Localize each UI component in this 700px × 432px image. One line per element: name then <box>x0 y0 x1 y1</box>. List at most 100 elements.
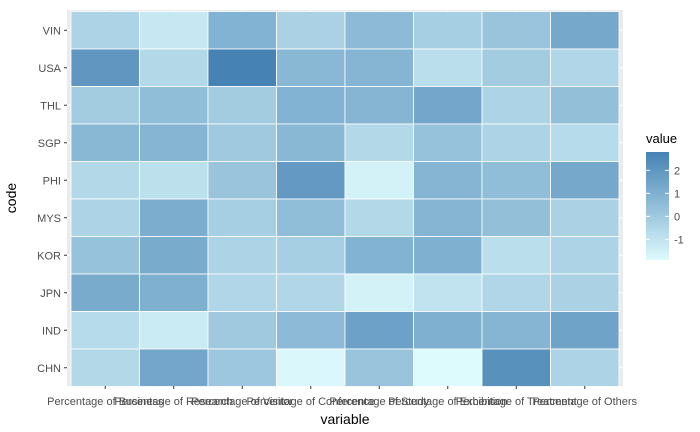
heatmap-tile <box>70 48 140 87</box>
heatmap-tile <box>344 236 414 275</box>
heatmap-tile <box>276 236 346 275</box>
heatmap-tile <box>276 348 346 387</box>
heatmap-tiles <box>70 11 620 387</box>
heatmap-tile <box>481 236 551 275</box>
heatmap-tile <box>276 48 346 87</box>
heatmap-tile <box>207 236 277 275</box>
heatmap-tile <box>207 123 277 162</box>
x-tick-label: Percentage of Exhibition <box>388 396 507 408</box>
heatmap-tile <box>550 11 620 50</box>
heatmap-tile <box>139 11 209 50</box>
heatmap-tile <box>139 311 209 350</box>
x-tick-label: Percentage of Study <box>329 396 429 408</box>
heatmap-tile <box>207 48 277 87</box>
y-tick-label: VIN <box>43 25 61 37</box>
heatmap-tile <box>276 161 346 200</box>
x-tick-label: Percentage of Business <box>47 396 164 408</box>
heatmap-tile <box>550 123 620 162</box>
heatmap-tile <box>207 86 277 125</box>
y-tick-label: KOR <box>37 250 61 262</box>
heatmap-tile <box>276 198 346 237</box>
heatmap-tile <box>207 161 277 200</box>
heatmap-tile <box>70 161 140 200</box>
heatmap-tile <box>550 348 620 387</box>
y-tick-label: CHN <box>37 363 61 375</box>
y-tick-label: SGP <box>38 138 61 150</box>
legend-tick-label: 2 <box>674 165 680 177</box>
x-tick-label: Percentage of Others <box>532 396 637 408</box>
heatmap-tile <box>413 273 483 312</box>
legend-tick-label: 1 <box>674 188 680 200</box>
heatmap-tile <box>139 348 209 387</box>
heatmap-tile <box>139 161 209 200</box>
heatmap-tile <box>70 348 140 387</box>
heatmap-tile <box>481 86 551 125</box>
heatmap-tile <box>139 198 209 237</box>
legend-colorbar <box>646 152 669 260</box>
heatmap-tile <box>344 48 414 87</box>
heatmap-tile <box>413 48 483 87</box>
heatmap-tile <box>413 123 483 162</box>
y-tick-label: PHI <box>43 175 61 187</box>
x-tick-label: Percentage of Visitor <box>191 396 293 408</box>
heatmap-tile <box>276 123 346 162</box>
y-tick-label: IND <box>42 325 61 337</box>
heatmap-tile <box>413 348 483 387</box>
x-tick-label: Percentage of Research <box>114 396 233 408</box>
heatmap-tile <box>70 311 140 350</box>
legend-title: value <box>646 131 677 146</box>
heatmap-tile <box>550 48 620 87</box>
y-tick-label: THL <box>40 100 61 112</box>
heatmap-tile <box>481 198 551 237</box>
heatmap-tile <box>413 86 483 125</box>
heatmap-tile <box>550 198 620 237</box>
heatmap-tile <box>481 273 551 312</box>
heatmap-tile <box>344 11 414 50</box>
heatmap-tile <box>207 273 277 312</box>
heatmap-tile <box>207 311 277 350</box>
heatmap-tile <box>481 48 551 87</box>
heatmap-tile <box>344 311 414 350</box>
legend: value 2 1 0 -1 <box>646 131 684 260</box>
heatmap-tile <box>344 198 414 237</box>
heatmap-tile <box>139 273 209 312</box>
x-tick-label: Percentage of Treatment <box>456 396 577 408</box>
heatmap-tile <box>413 236 483 275</box>
heatmap-tile <box>550 273 620 312</box>
legend-ticks: 2 1 0 -1 <box>646 165 684 246</box>
heatmap-tile <box>70 11 140 50</box>
heatmap-tile <box>481 311 551 350</box>
heatmap-tile <box>344 161 414 200</box>
legend-tick-label: 0 <box>674 211 680 223</box>
x-tick-label: Percentage of Conference <box>247 396 375 408</box>
heatmap-tile <box>413 161 483 200</box>
heatmap-tile <box>344 273 414 312</box>
legend-tick-label: -1 <box>674 234 684 246</box>
y-tick-label: USA <box>38 63 61 75</box>
heatmap-tile <box>207 11 277 50</box>
heatmap-tile <box>481 123 551 162</box>
heatmap-tile <box>550 86 620 125</box>
heatmap-tile <box>550 236 620 275</box>
heatmap-tile <box>481 11 551 50</box>
x-axis-title: variable <box>320 411 369 427</box>
heatmap-tile <box>139 236 209 275</box>
heatmap-tile <box>481 348 551 387</box>
heatmap-tile <box>550 311 620 350</box>
y-tick-label: JPN <box>40 288 61 300</box>
heatmap-tile <box>481 161 551 200</box>
heatmap-tile <box>550 161 620 200</box>
heatmap-tile <box>207 198 277 237</box>
heatmap-tile <box>344 123 414 162</box>
heatmap-tile <box>70 236 140 275</box>
heatmap-tile <box>70 86 140 125</box>
heatmap-tile <box>344 348 414 387</box>
heatmap-tile <box>70 198 140 237</box>
heatmap-tile <box>70 273 140 312</box>
y-axis-title: code <box>3 183 19 214</box>
heatmap-tile <box>207 348 277 387</box>
y-axis: VIN USA THL SGP PHI MYS KOR JPN IND CHN <box>37 25 67 375</box>
heatmap-tile <box>139 86 209 125</box>
